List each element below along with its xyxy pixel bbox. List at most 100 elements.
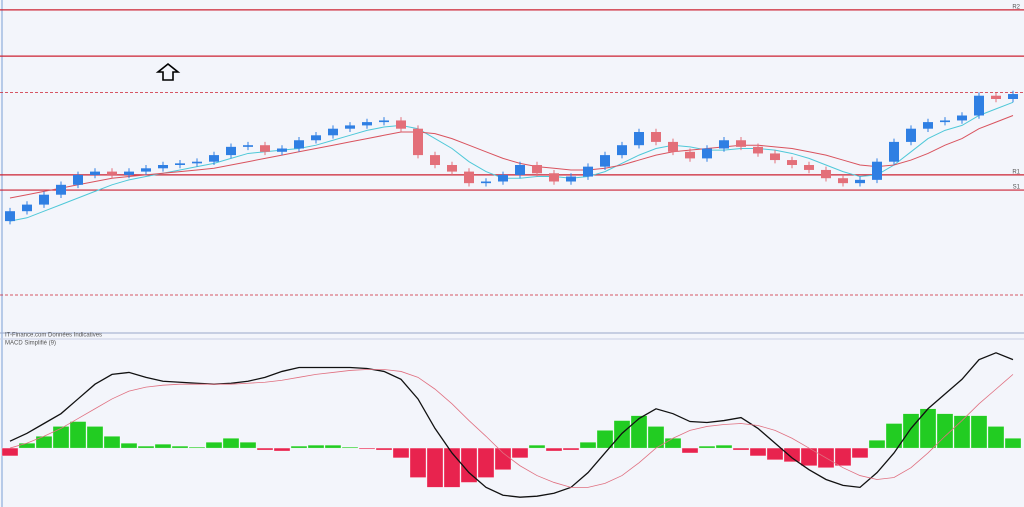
- candle-body: [549, 173, 559, 182]
- histogram-bar: [120, 442, 138, 449]
- histogram-bar: [171, 445, 189, 449]
- histogram-bar: [834, 447, 852, 466]
- candle-body: [957, 115, 967, 121]
- histogram-bar: [290, 445, 308, 449]
- candle-body: [413, 128, 423, 156]
- histogram-bar: [1, 447, 19, 457]
- histogram-bar: [800, 447, 818, 466]
- histogram-bar: [154, 443, 172, 449]
- candle-body: [974, 95, 984, 116]
- histogram-bar: [392, 447, 410, 459]
- candle-body: [566, 176, 576, 182]
- candle-body: [600, 155, 610, 167]
- histogram-bar: [783, 447, 801, 462]
- candle-body: [923, 122, 933, 129]
- candle-body: [124, 171, 134, 175]
- candle-body: [515, 165, 525, 175]
- macd-line: [9, 369, 1014, 488]
- histogram-bar: [307, 444, 325, 449]
- histogram-bar: [137, 445, 155, 449]
- histogram-bar: [409, 447, 427, 478]
- histogram-bar: [222, 438, 240, 449]
- histogram-bar: [52, 426, 70, 449]
- candle-body: [770, 153, 780, 161]
- histogram-bar: [970, 415, 988, 449]
- histogram-bar: [902, 413, 920, 449]
- candle-body: [481, 181, 491, 184]
- candle-body: [804, 165, 814, 170]
- candle-body: [362, 122, 372, 126]
- candle-body: [719, 140, 729, 149]
- candle-body: [260, 145, 270, 152]
- candle-body: [838, 178, 848, 184]
- histogram-bar: [579, 442, 597, 449]
- level-label: S1: [1013, 185, 1021, 191]
- histogram-bar: [358, 447, 376, 450]
- histogram-bar: [868, 440, 886, 449]
- histogram-bar: [715, 444, 733, 449]
- candle-body: [532, 165, 542, 174]
- candle-body: [39, 194, 49, 205]
- candle-body: [396, 120, 406, 129]
- candle-body: [158, 165, 168, 169]
- histogram-bar: [630, 415, 648, 449]
- candle-body: [192, 161, 202, 164]
- level-label: R1: [1012, 169, 1020, 175]
- histogram-bar: [256, 447, 274, 451]
- histogram-bar: [273, 447, 291, 452]
- histogram-bar: [749, 447, 767, 457]
- candle-body: [464, 171, 474, 184]
- candle-body: [685, 151, 695, 159]
- candle-body: [5, 211, 15, 222]
- candle-body: [617, 145, 627, 156]
- candle-body: [56, 184, 66, 195]
- candle-body: [668, 141, 678, 152]
- histogram-bar: [460, 447, 478, 483]
- histogram-bar: [18, 442, 36, 449]
- candle-body: [702, 148, 712, 159]
- candle-body: [787, 160, 797, 165]
- level-label: R2: [1012, 4, 1020, 10]
- histogram-bar: [188, 446, 206, 449]
- candle-body: [90, 171, 100, 175]
- moving-average: [9, 101, 1014, 222]
- histogram-bar: [766, 447, 784, 460]
- candle-body: [209, 155, 219, 162]
- histogram-bar: [851, 447, 869, 459]
- candle-body: [277, 148, 287, 152]
- histogram-bar: [239, 442, 257, 449]
- candle-body: [736, 140, 746, 147]
- candle-body: [872, 161, 882, 180]
- candle-body: [651, 132, 661, 142]
- histogram-bar: [562, 447, 580, 451]
- histogram-bar: [324, 444, 342, 449]
- candle-body: [1008, 94, 1018, 99]
- candle-body: [175, 163, 185, 165]
- candle-body: [243, 145, 253, 147]
- candle-body: [294, 140, 304, 149]
- candle-body: [634, 132, 644, 146]
- candle-body: [447, 165, 457, 172]
- macd-line: [9, 352, 1014, 498]
- histogram-bar: [494, 447, 512, 470]
- histogram-bar: [936, 413, 954, 449]
- histogram-bar: [987, 426, 1005, 449]
- candle-body: [379, 120, 389, 123]
- candle-body: [821, 169, 831, 179]
- histogram-bar: [1004, 438, 1022, 449]
- histogram-bar: [477, 447, 495, 478]
- histogram-bar: [596, 430, 614, 449]
- candle-body: [22, 204, 32, 212]
- candle-body: [107, 171, 117, 175]
- candle-body: [141, 168, 151, 172]
- candle-body: [498, 174, 508, 182]
- candle-body: [345, 125, 355, 129]
- moving-average: [9, 115, 1014, 199]
- histogram-bar: [681, 447, 699, 454]
- histogram-bar: [698, 445, 716, 449]
- candle-body: [940, 120, 950, 123]
- indicator-title: MACD Simplifié (9): [5, 341, 56, 347]
